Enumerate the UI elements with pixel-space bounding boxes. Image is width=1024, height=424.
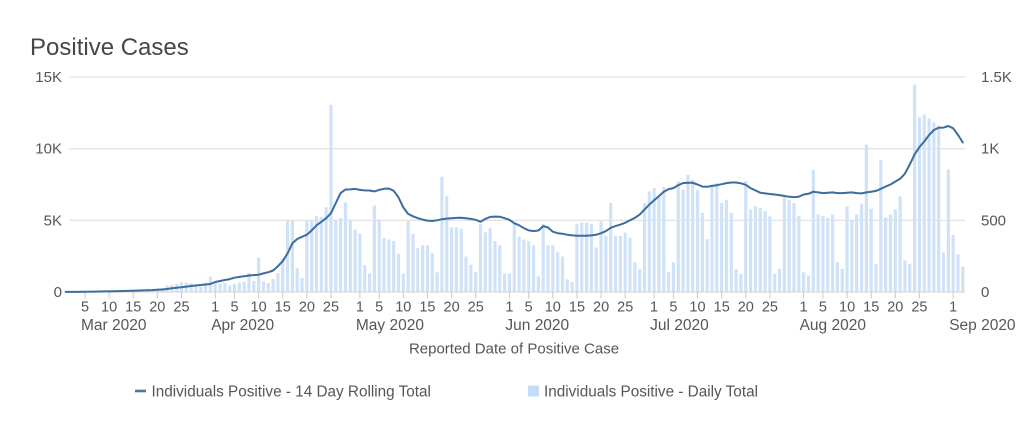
svg-text:5K: 5K <box>44 212 62 229</box>
svg-text:Individuals Positive - 14 Day: Individuals Positive - 14 Day Rolling To… <box>152 384 431 401</box>
svg-text:5: 5 <box>819 300 827 316</box>
svg-text:500: 500 <box>981 212 1006 229</box>
svg-text:15: 15 <box>275 300 291 316</box>
svg-text:Apr 2020: Apr 2020 <box>211 317 274 334</box>
svg-text:1: 1 <box>800 300 808 316</box>
svg-text:0: 0 <box>981 284 989 301</box>
svg-text:25: 25 <box>617 300 633 316</box>
svg-text:1K: 1K <box>981 141 999 158</box>
svg-text:1: 1 <box>505 300 513 316</box>
svg-text:5: 5 <box>525 300 533 316</box>
svg-text:10K: 10K <box>35 141 62 158</box>
svg-text:5: 5 <box>669 300 677 316</box>
svg-text:15: 15 <box>714 300 730 316</box>
svg-text:15: 15 <box>863 300 879 316</box>
svg-text:Mar 2020: Mar 2020 <box>81 317 147 334</box>
svg-text:10: 10 <box>251 300 267 316</box>
svg-text:1.5K: 1.5K <box>981 69 1012 86</box>
svg-text:20: 20 <box>149 300 165 316</box>
svg-text:25: 25 <box>911 300 927 316</box>
svg-text:15: 15 <box>569 300 585 316</box>
svg-text:10: 10 <box>839 300 855 316</box>
svg-text:15: 15 <box>419 300 435 316</box>
svg-text:1: 1 <box>356 300 364 316</box>
svg-text:Reported Date of Positive Case: Reported Date of Positive Case <box>409 341 619 358</box>
svg-text:1: 1 <box>650 300 658 316</box>
svg-text:25: 25 <box>468 300 484 316</box>
svg-text:5: 5 <box>375 300 383 316</box>
svg-text:15K: 15K <box>35 69 62 86</box>
svg-text:Jul 2020: Jul 2020 <box>650 317 709 334</box>
svg-text:10: 10 <box>395 300 411 316</box>
svg-text:20: 20 <box>887 300 903 316</box>
svg-text:20: 20 <box>593 300 609 316</box>
svg-text:Aug 2020: Aug 2020 <box>800 317 867 334</box>
svg-text:1: 1 <box>949 300 957 316</box>
svg-text:Positive Cases: Positive Cases <box>30 34 189 61</box>
svg-text:5: 5 <box>81 300 89 316</box>
svg-text:10: 10 <box>101 300 117 316</box>
svg-text:25: 25 <box>323 300 339 316</box>
svg-text:May 2020: May 2020 <box>356 317 424 334</box>
svg-text:1: 1 <box>211 300 219 316</box>
svg-text:10: 10 <box>545 300 561 316</box>
svg-text:20: 20 <box>738 300 754 316</box>
svg-text:25: 25 <box>173 300 189 316</box>
svg-text:20: 20 <box>444 300 460 316</box>
svg-text:Sep 2020: Sep 2020 <box>949 317 1016 334</box>
svg-text:15: 15 <box>125 300 141 316</box>
svg-text:10: 10 <box>689 300 705 316</box>
svg-text:Individuals Positive - Daily T: Individuals Positive - Daily Total <box>544 384 758 401</box>
svg-text:Jun 2020: Jun 2020 <box>505 317 569 334</box>
svg-text:5: 5 <box>230 300 238 316</box>
svg-text:0: 0 <box>54 284 62 301</box>
svg-text:25: 25 <box>762 300 778 316</box>
svg-text:20: 20 <box>299 300 315 316</box>
